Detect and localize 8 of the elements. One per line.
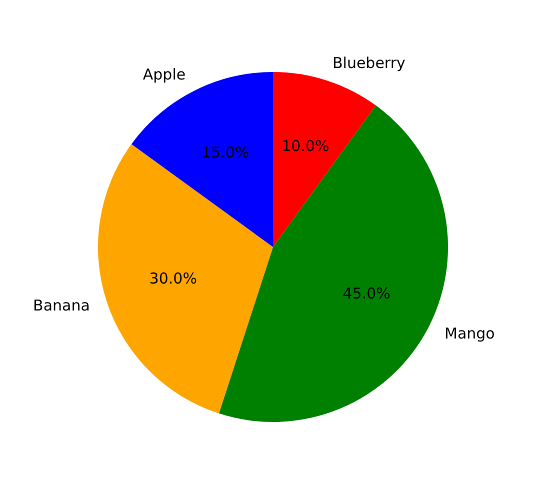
slice-label: Apple xyxy=(142,65,186,84)
data-label: 30.0% xyxy=(149,269,197,288)
data-label: 10.0% xyxy=(282,137,330,156)
data-label: 45.0% xyxy=(342,284,390,303)
slice-label: Blueberry xyxy=(332,54,406,72)
slice-label: Mango xyxy=(444,324,495,342)
data-label: 15.0% xyxy=(202,143,250,162)
slice-label: Banana xyxy=(33,296,90,314)
